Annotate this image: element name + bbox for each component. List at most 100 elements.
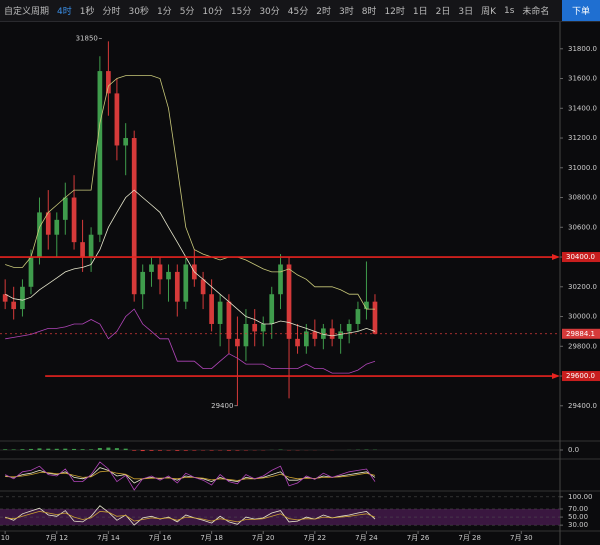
candle-body (209, 294, 214, 324)
period-option[interactable]: 3日 (458, 7, 474, 17)
histogram-bar (226, 450, 231, 451)
x-tick-label: 7月 24 (355, 534, 378, 542)
period-option[interactable]: 3时 (338, 7, 354, 17)
x-tick-label: 7月 16 (149, 534, 172, 542)
histogram-bar (235, 450, 240, 451)
candle-body (45, 212, 51, 235)
indicator-line (5, 189, 376, 337)
period-option[interactable]: 5分 (179, 7, 195, 17)
candle-body (338, 331, 343, 339)
period-option[interactable]: 1秒 (79, 7, 95, 17)
candle-body (312, 331, 318, 339)
arrow-head (552, 373, 560, 380)
period-option[interactable]: 10分 (202, 7, 223, 17)
candle-body (252, 323, 258, 332)
period-option[interactable]: 1日 (412, 7, 428, 17)
band (0, 508, 560, 526)
histogram-bar (37, 448, 42, 450)
histogram-bar (106, 447, 111, 450)
candle-body (157, 264, 163, 280)
x-tick-label: 7月 18 (200, 534, 223, 542)
candle-body (123, 138, 129, 146)
period-option[interactable]: 30秒 (128, 7, 149, 17)
candle-body (295, 338, 300, 347)
candle-body (235, 338, 240, 347)
y-tick-label: 30800.0 (568, 194, 597, 202)
candle-body (37, 212, 42, 258)
x-tick-label: 7月 28 (458, 534, 481, 542)
histogram-bar (123, 448, 128, 450)
y-tick-label: 31200.0 (568, 134, 597, 142)
candle-body (28, 257, 34, 287)
order-button[interactable]: 下单 (561, 0, 600, 21)
candle-body (106, 71, 111, 94)
x-tick-label: 7月 20 (252, 534, 275, 542)
x-tick-label: 7月 14 (97, 534, 120, 542)
period-option[interactable]: 1s (504, 5, 515, 16)
y-tick-label: 31600.0 (568, 75, 597, 83)
candle-body (166, 271, 171, 280)
candle-body (131, 138, 137, 295)
histogram-bar (20, 449, 25, 450)
histogram-bar (132, 450, 137, 451)
candle-body (226, 301, 232, 339)
price-tag-label: 30400.0 (566, 253, 595, 261)
period-option[interactable]: 1分 (156, 7, 172, 17)
y-tick-label: 29800.0 (568, 342, 597, 350)
price-tag (562, 328, 600, 339)
candle-body (11, 301, 17, 310)
y-tick-label: 31800.0 (568, 45, 597, 53)
candle-body (355, 309, 361, 324)
candle-body (20, 286, 25, 310)
histogram-bar (54, 448, 59, 450)
histogram-bar (28, 448, 33, 450)
candle-body (278, 264, 283, 295)
period-option[interactable]: 分时 (102, 7, 121, 17)
period-option[interactable]: 12时 (384, 7, 405, 17)
x-tick-label: 10 (1, 534, 10, 542)
y-tick-label: 50.00 (568, 513, 588, 521)
histogram-bar (183, 450, 188, 451)
period-option[interactable]: 4时 (57, 7, 72, 17)
period-option[interactable]: 2日 (435, 7, 451, 17)
histogram-bar (166, 450, 171, 451)
candle-body (80, 242, 85, 258)
candle-body (364, 301, 369, 310)
candle-body (303, 331, 309, 347)
histogram-bar (11, 449, 16, 450)
high-label: 31850 (76, 34, 98, 42)
candle-body (97, 71, 103, 235)
price-tag (562, 252, 600, 263)
x-tick-label: 7月 26 (407, 534, 430, 542)
period-option[interactable]: 45分 (287, 7, 309, 17)
arrow-head (552, 254, 560, 261)
candle-body (269, 294, 275, 324)
period-option[interactable]: 30分 (259, 7, 280, 17)
candle-body (71, 197, 77, 243)
last-price-label: 29884.1 (566, 330, 595, 338)
histogram-bar (3, 449, 8, 450)
period-option[interactable]: 8时 (361, 7, 377, 17)
y-tick-label: 31000.0 (568, 164, 597, 172)
candle-body (174, 271, 180, 302)
period-option[interactable]: 15分 (230, 7, 252, 17)
period-option[interactable]: 周K (481, 7, 496, 17)
histogram-bar (89, 449, 94, 450)
period-option[interactable]: 2时 (316, 7, 331, 17)
period-option[interactable]: 未命名 (522, 7, 550, 17)
histogram-bar (97, 448, 102, 450)
histogram-bar (46, 448, 51, 450)
y-tick-label: 0.0 (568, 446, 579, 454)
histogram-bar (72, 448, 77, 450)
y-tick-label: 31400.0 (568, 104, 597, 112)
candle-body (114, 93, 120, 146)
candle-body (140, 271, 146, 295)
x-tick-label: 7月 12 (45, 534, 68, 542)
indicator-line (5, 75, 375, 310)
period-option[interactable]: 自定义周期 (4, 7, 50, 17)
histogram-bar (80, 449, 85, 450)
y-tick-label: 100.00 (568, 493, 593, 501)
candle-body (260, 323, 266, 332)
